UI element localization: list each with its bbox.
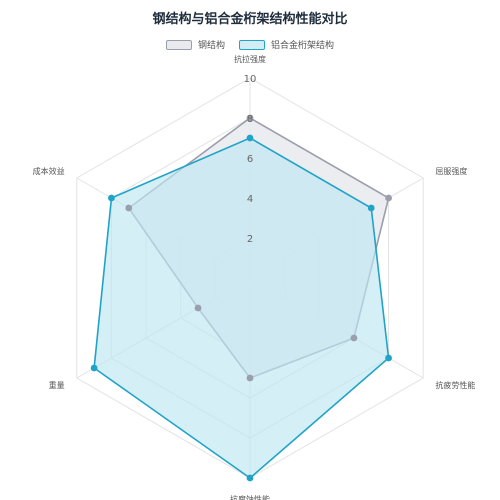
- indicator-label: 成本效益: [33, 166, 65, 176]
- data-point[interactable]: [90, 364, 98, 372]
- legend-swatch-steel: [165, 39, 192, 50]
- indicator-label: 抗拉强度: [234, 54, 266, 64]
- indicator-label: 屈服强度: [435, 166, 467, 176]
- data-point[interactable]: [246, 374, 254, 382]
- data-point[interactable]: [246, 114, 254, 122]
- indicator-label: 抗腐蚀性能: [230, 494, 270, 500]
- data-point[interactable]: [194, 304, 202, 312]
- data-point[interactable]: [125, 204, 133, 212]
- legend: 钢结构 铝合金桁架结构: [0, 38, 500, 51]
- data-point[interactable]: [246, 134, 254, 142]
- legend-label-aluminum: 铝合金桁架结构: [271, 41, 335, 51]
- legend-item-steel[interactable]: 钢结构: [165, 38, 225, 51]
- legend-item-aluminum[interactable]: 铝合金桁架结构: [239, 38, 334, 51]
- data-point[interactable]: [367, 204, 375, 212]
- tick-label: 4: [247, 194, 253, 205]
- indicator-label: 抗疲劳性能: [435, 380, 475, 390]
- data-point[interactable]: [350, 334, 358, 342]
- data-point[interactable]: [385, 194, 392, 202]
- tick-label: 8: [247, 114, 253, 125]
- legend-swatch-aluminum: [239, 39, 265, 50]
- indicator-label: 重量: [49, 380, 65, 390]
- tick-label: 2: [247, 234, 253, 245]
- tick-label: 10: [244, 74, 257, 85]
- tick-label: 6: [247, 154, 253, 165]
- chart-title: 钢结构与铝合金桁架结构性能对比: [152, 12, 348, 27]
- data-point[interactable]: [108, 194, 115, 202]
- data-point[interactable]: [246, 474, 254, 482]
- legend-label-steel: 钢结构: [197, 41, 225, 51]
- data-point[interactable]: [385, 354, 392, 362]
